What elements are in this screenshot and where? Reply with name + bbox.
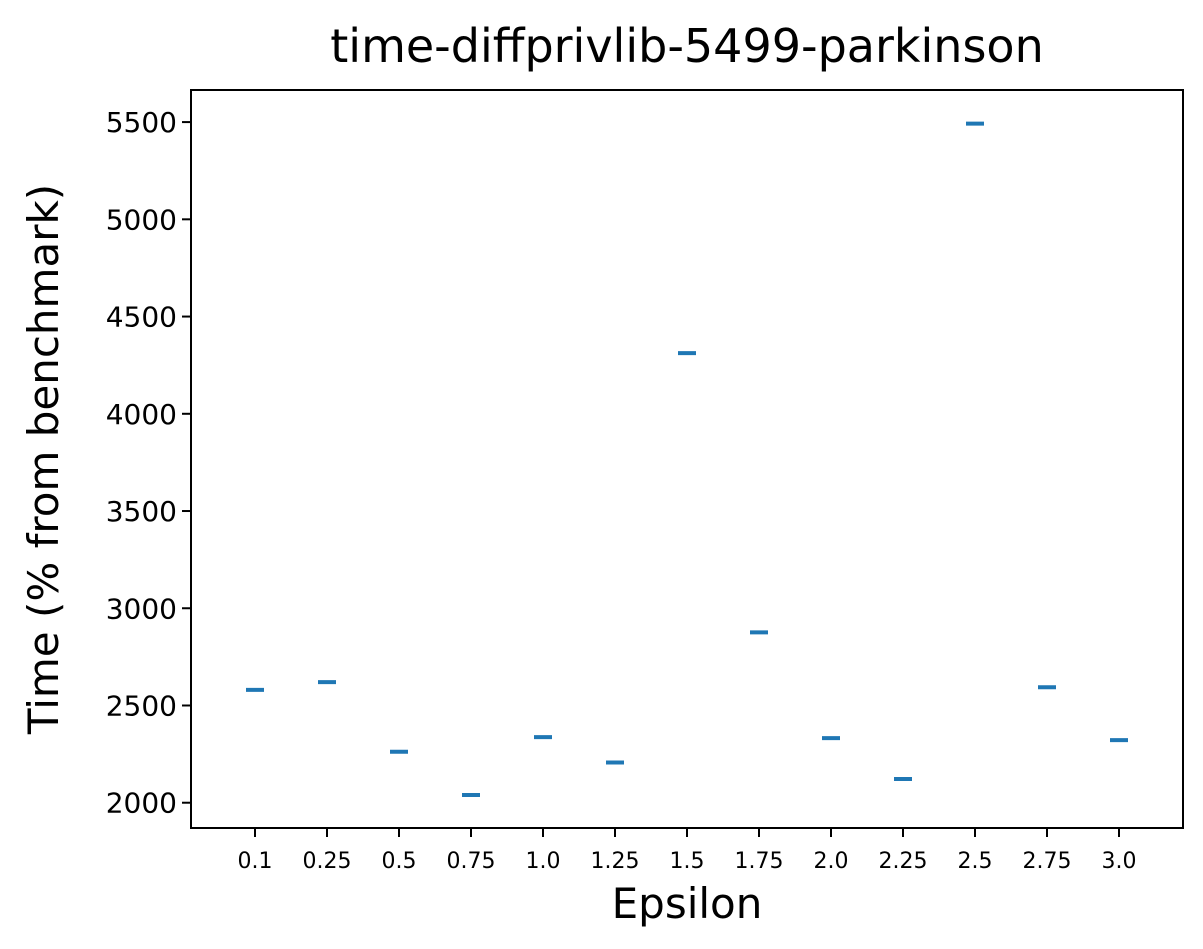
x-tick-label: 1.25 — [591, 849, 640, 874]
y-tick-label: 4000 — [106, 398, 177, 431]
data-marks — [246, 121, 1128, 797]
plot-area-frame — [190, 89, 1184, 829]
y-tick-label: 2000 — [106, 787, 177, 820]
y-tick-label: 3500 — [106, 495, 177, 528]
x-tick-label: 2.25 — [879, 849, 928, 874]
x-tick-label: 0.5 — [382, 849, 417, 874]
x-tick-label: 1.0 — [526, 849, 561, 874]
y-tick-label: 5500 — [106, 106, 177, 139]
y-tick-label: 3000 — [106, 592, 177, 625]
y-tick-label: 5000 — [106, 203, 177, 236]
x-tick-label: 2.5 — [958, 849, 993, 874]
chart-title: time-diffprivlib-5499-parkinson — [330, 19, 1043, 73]
y-axis-label: Time (% from benchmark) — [19, 184, 68, 735]
x-tick-label: 2.0 — [814, 849, 849, 874]
x-tick-label: 1.5 — [670, 849, 705, 874]
x-tick-label: 3.0 — [1102, 849, 1137, 874]
x-tick-label: 2.75 — [1023, 849, 1072, 874]
x-axis-ticks: 0.1 0.25 0.5 0.75 1.0 1.25 1.5 1.75 2.0 2.25 2.5 2.… — [238, 828, 1137, 874]
x-tick-label: 0.25 — [303, 849, 352, 874]
x-tick-label: 0.75 — [447, 849, 496, 874]
y-tick-label: 4500 — [106, 301, 177, 334]
x-tick-label: 0.1 — [238, 849, 273, 874]
x-axis-label: Epsilon — [612, 879, 763, 928]
y-axis-ticks: 2000 2500 3000 3500 4000 4500 5000 5500 — [106, 106, 191, 820]
y-tick-label: 2500 — [106, 689, 177, 722]
x-tick-label: 1.75 — [735, 849, 784, 874]
